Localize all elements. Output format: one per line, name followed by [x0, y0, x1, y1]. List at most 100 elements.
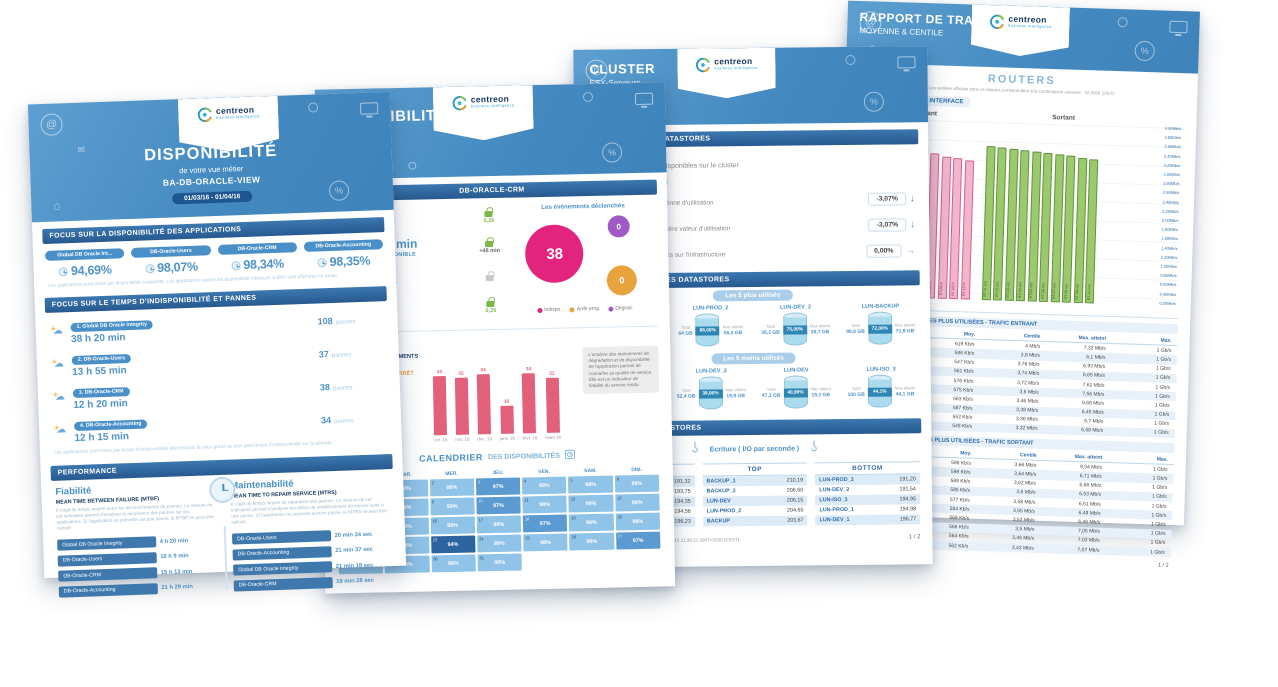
bar-label: RT-09-out [1074, 283, 1080, 300]
datastore-name: LUN-PROD_2 [706, 508, 742, 515]
calendar-cell: 11 98% [522, 495, 568, 514]
least-used-pill: Les 5 moins utilisés [711, 352, 796, 365]
availability-value: 98,35% [329, 253, 371, 270]
cylinder-icon: 38,06% [698, 376, 723, 410]
max-block: Max atteint 28,7 GB [810, 323, 831, 335]
calendar-availability: 97% [632, 537, 644, 545]
events-panel: Les événements déclenchés 38 0 0 Indispo… [511, 202, 658, 325]
legend-item: Dégrad. [608, 305, 633, 312]
datastore-name: LUN-DEV_3 [695, 368, 727, 375]
calendar-cell: 31 99% [477, 553, 522, 572]
total-value: 38,3 GB [761, 329, 780, 336]
bar-label: oct. 15 [434, 437, 448, 443]
kpi-delta-value: +48 min [479, 247, 501, 255]
cloud-icon: ☁ [52, 325, 63, 337]
flat-arrow-icon: → [905, 244, 916, 256]
calendar-availability: 98% [446, 484, 458, 492]
datastore-detail: Total 38,3 GB 75,00% Max atteint 28,7 GB [756, 312, 835, 347]
datastore-name: LUN-ISO_3 [866, 366, 896, 373]
centreon-logo-icon [452, 96, 467, 116]
downtime-list: ☀ ☁ 1. Global DB Oracle Integrity 38 h 20 m… [35, 304, 401, 446]
bar: RT-06-out [1038, 152, 1053, 303]
calendar-cell: 2 98% [429, 478, 475, 497]
usage-percent: 88,00% [695, 326, 720, 336]
bar [432, 376, 448, 436]
iops-value: 194,95 [899, 496, 917, 503]
max-label: Max atteint [810, 386, 831, 392]
bubble-indispo: 38 [525, 224, 585, 284]
total-block: Total 47,2 GB [762, 387, 781, 399]
kpi-delta: 0,25 [477, 297, 505, 315]
calendar-availability: 98% [447, 560, 459, 568]
bar: RT-10-in [960, 160, 974, 300]
downtime-main: 4. DB-Oracle-Accounting 12 h 15 min [73, 406, 316, 445]
y-axis-label: 2,60Mb/s [1162, 190, 1180, 196]
lock-icon [486, 300, 495, 308]
calendar-cell: 24 99% [476, 534, 522, 553]
bar-label: janv. 16 [499, 435, 515, 441]
datastore-name: LUN-DEV [783, 367, 809, 374]
bar-value: 16 [503, 399, 510, 405]
perf-value: 10 h 9 min [160, 553, 189, 561]
at-icon: @ [40, 113, 63, 137]
calendar-cell: 5 98% [568, 475, 613, 494]
iops-value: 194,35 [674, 498, 691, 505]
cylinder-icon: 88,00% [695, 313, 720, 347]
centreon-logo-text: centreon business intelligence [216, 105, 260, 120]
bar-group: 31 mars 16 [544, 372, 561, 440]
calendar-availability: 99% [585, 500, 597, 508]
events-bar-chart: 33 oct. 15 32 nov. 15 34 déc. 15 16 janv. 16 34 f… [428, 335, 576, 442]
centreon-logo-icon [197, 107, 213, 128]
calendar-cell-empty [616, 551, 661, 569]
circle-decoration [845, 54, 856, 66]
calendar-cell: 26 99% [569, 532, 615, 551]
app-availability-card: DB-Oracle-Accounting 98,35% [303, 239, 384, 270]
availability-value-row: 98,07% [132, 259, 212, 276]
app-name-pill: DB-Oracle-Users [131, 245, 211, 258]
calendar-cell: 17 99% [476, 515, 522, 534]
iops-value: 193,75 [674, 488, 691, 495]
perf-bar: DB-Oracle-Users [231, 530, 331, 545]
iops-row: LUN-DEV_1 196,77 [815, 514, 921, 526]
calendar-day-header: SAM. [584, 467, 597, 475]
bar-group: 34 févr. 16 [521, 367, 537, 440]
failures: 37 pannes [319, 348, 385, 360]
calendar-availability: 99% [631, 480, 643, 488]
datastore-name: LUN-DEV_1 [819, 517, 850, 524]
bubble-degrad: 0 [607, 215, 630, 238]
monitor-icon [359, 102, 379, 115]
iops-value: 196,23 [674, 518, 691, 525]
calendar-cell: 16 98% [430, 516, 475, 535]
calendar-clock-icon [565, 446, 576, 464]
datastore-detail: Total 47,2 GB 40,99% Max atteint 19,3 GB [757, 375, 836, 410]
iops-value: 204,65 [786, 507, 804, 514]
bar-value: 33 [436, 370, 443, 376]
perf-bar: DB-Oracle-Users [57, 552, 157, 567]
total-label: Total [851, 385, 861, 391]
centreon-logo-icon [989, 14, 1005, 34]
max-value: 28,7 GB [810, 329, 830, 336]
bar-value: 32 [458, 371, 464, 377]
y-axis-label: 0,20Mb/s [1159, 300, 1176, 306]
performance-lists: Global DB Oracle Integrity 4 h 20 min DB-O… [43, 519, 407, 598]
report-period: 01/03/16 - 01/04/16 [171, 190, 253, 205]
y-axis-label: 1,00Mb/s [1160, 263, 1178, 270]
lock-icon [486, 274, 495, 281]
lock-icon [484, 211, 493, 218]
legend-dot [537, 307, 543, 313]
max-block: Max atteint 19,3 GB [810, 386, 831, 398]
datastore-detail: Total 64 GB 88,00% Max atteint 56,3 GB [671, 313, 750, 348]
bar-label: RT-09-in [950, 282, 955, 297]
datastore-detail: Total 100 GB 44,1% Max atteint 44,1 GB [842, 374, 921, 409]
table-cell: 6,58 Mb/s [1081, 427, 1104, 435]
calendar-cell: 19 99% [569, 513, 614, 532]
iops-value: 191,32 [673, 478, 691, 485]
max-block: Max atteint 71,9 GB [895, 322, 916, 334]
calendar-day-header: JEU. [492, 469, 504, 477]
calendar-cell: 27 97% [615, 531, 661, 550]
bar-label: RT-02-out [994, 281, 999, 298]
failure-count: 108 [317, 316, 333, 327]
bar-label: RT-10-in [961, 282, 967, 297]
mtbf-block: Fiabilité MEAN TIME BETWEEN FAILURE (MTB… [55, 481, 215, 531]
total-label: Total [766, 386, 776, 392]
